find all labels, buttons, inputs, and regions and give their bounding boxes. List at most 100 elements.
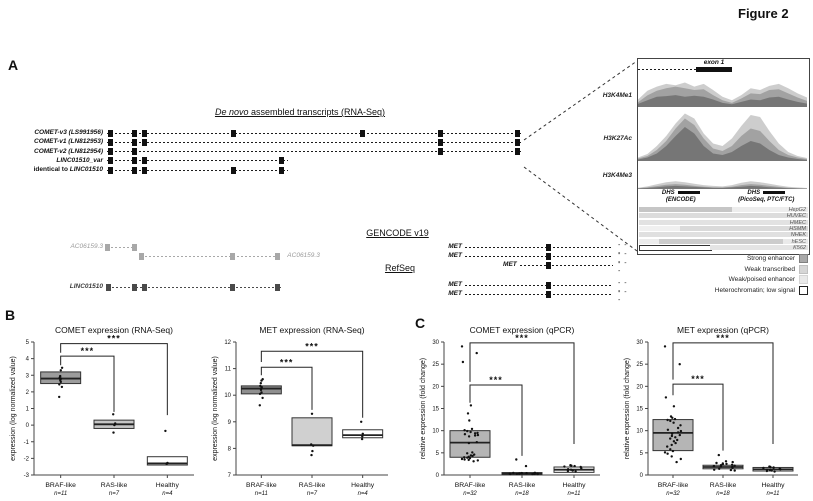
boxplot-met-qpcr: MET expression (qPCR) relative expression… (624, 325, 798, 497)
exon-box (107, 157, 113, 165)
intron-line (465, 246, 613, 248)
denovo-title-italic: De novo (214, 107, 249, 117)
data-point (721, 463, 724, 466)
data-point (258, 404, 261, 407)
met-row: MET - - - (430, 260, 630, 275)
chromatin-segment (639, 232, 808, 238)
chromatin-segment (639, 225, 680, 231)
data-point (670, 434, 674, 438)
refseq-transcript-label: LINC01510 (69, 283, 103, 290)
data-point (679, 457, 682, 461)
significance-stars: *** (691, 374, 705, 384)
data-point (466, 429, 469, 433)
data-point (467, 441, 471, 445)
y-tick-label: -1 (24, 440, 30, 446)
data-point (475, 351, 478, 355)
data-point (472, 460, 475, 463)
data-point (678, 433, 681, 437)
exon1-pointer-dashes (638, 69, 696, 70)
data-point (533, 472, 536, 476)
data-point (678, 363, 681, 366)
exon-box (141, 166, 147, 174)
data-point (260, 391, 263, 394)
data-point (164, 429, 167, 433)
panel-a-letter: A (8, 57, 19, 73)
data-point (670, 432, 674, 435)
legend-item: Strong enhancer (620, 254, 808, 263)
histone-mark-label: H3K4Me1 (602, 92, 632, 99)
histone-signal-area (638, 127, 807, 161)
transcript-label: COMET-v3 (LS991956) (34, 129, 103, 136)
y-tick-label: 2 (26, 390, 30, 396)
data-point (580, 467, 583, 470)
chromatin-segment (639, 207, 732, 212)
transcript-row: COMET-v3 (LS991956) (10, 129, 555, 138)
data-point (765, 469, 769, 473)
transcript-row: COMET-v1 (LN812953) (10, 138, 555, 147)
chromatin-segment (709, 244, 808, 250)
data-point (520, 472, 523, 475)
data-point (525, 472, 528, 475)
group-n-label: n=4 (358, 491, 369, 497)
data-point (463, 433, 467, 436)
chromatin-state-legend: Strong enhancer Weak transcribed Weak/pois… (620, 254, 810, 299)
data-point (60, 366, 64, 369)
group-n-label: n=11 (54, 491, 67, 497)
y-tick-label: 30 (432, 340, 439, 346)
group-label: BRAF-like (246, 482, 277, 489)
exon-box (132, 243, 138, 251)
data-point (574, 470, 577, 473)
data-point (566, 469, 570, 473)
data-point (471, 451, 474, 454)
data-point (60, 385, 64, 389)
data-point (673, 417, 677, 421)
cell-line-label: hESC (791, 238, 806, 245)
exon-box (107, 166, 113, 174)
legend-label: Weak/poised enhancer (728, 276, 795, 283)
data-point (460, 345, 464, 348)
data-point (573, 464, 576, 468)
data-point (769, 465, 772, 469)
box (146, 456, 188, 466)
significance-stars: *** (716, 333, 730, 343)
data-point (670, 455, 673, 458)
exon-box (279, 157, 285, 165)
data-point (515, 472, 519, 476)
group-n-label: n=32 (666, 491, 680, 497)
group-label: Healthy (761, 482, 785, 489)
y-tick-label: 10 (224, 393, 231, 399)
y-tick-label: 3 (26, 373, 30, 379)
data-point (466, 456, 469, 459)
intron-line (465, 255, 613, 257)
exon-box (141, 138, 147, 146)
data-point (463, 429, 466, 432)
group-n-label: n=18 (515, 491, 529, 497)
data-point (666, 418, 669, 422)
y-tick-label: 0 (26, 423, 30, 429)
chromatin-state-row: HMEC (639, 219, 808, 226)
exon-box (545, 261, 551, 269)
data-point (676, 426, 680, 430)
group-n-label: n=7 (109, 491, 120, 497)
dhs-source: (ENCODE) (665, 197, 696, 203)
data-point (712, 464, 716, 468)
data-point (58, 383, 61, 386)
y-tick-label: 25 (432, 362, 439, 368)
chromatin-segment (639, 213, 808, 219)
y-tick-label: 30 (636, 340, 643, 346)
exon-box (141, 157, 147, 165)
data-point (310, 412, 314, 415)
met-gene-label: MET (448, 243, 462, 250)
transcript-continues-dashes: - - - (618, 251, 628, 266)
transcript-label: identical to LINC01510 (0, 166, 103, 174)
gencode-transcript-row: AC06159.3 (10, 252, 555, 261)
exon-box (545, 252, 551, 260)
cell-line-label: HMEC (789, 219, 806, 226)
data-point (112, 431, 115, 434)
legend-label: Heterochromatin; low signal (714, 286, 795, 294)
significance-stars: *** (515, 333, 529, 343)
chromatin-state-row: HepG2 (639, 207, 808, 213)
exon-box (438, 148, 444, 156)
gencode-transcript-label: AC06159.3 (287, 252, 320, 259)
